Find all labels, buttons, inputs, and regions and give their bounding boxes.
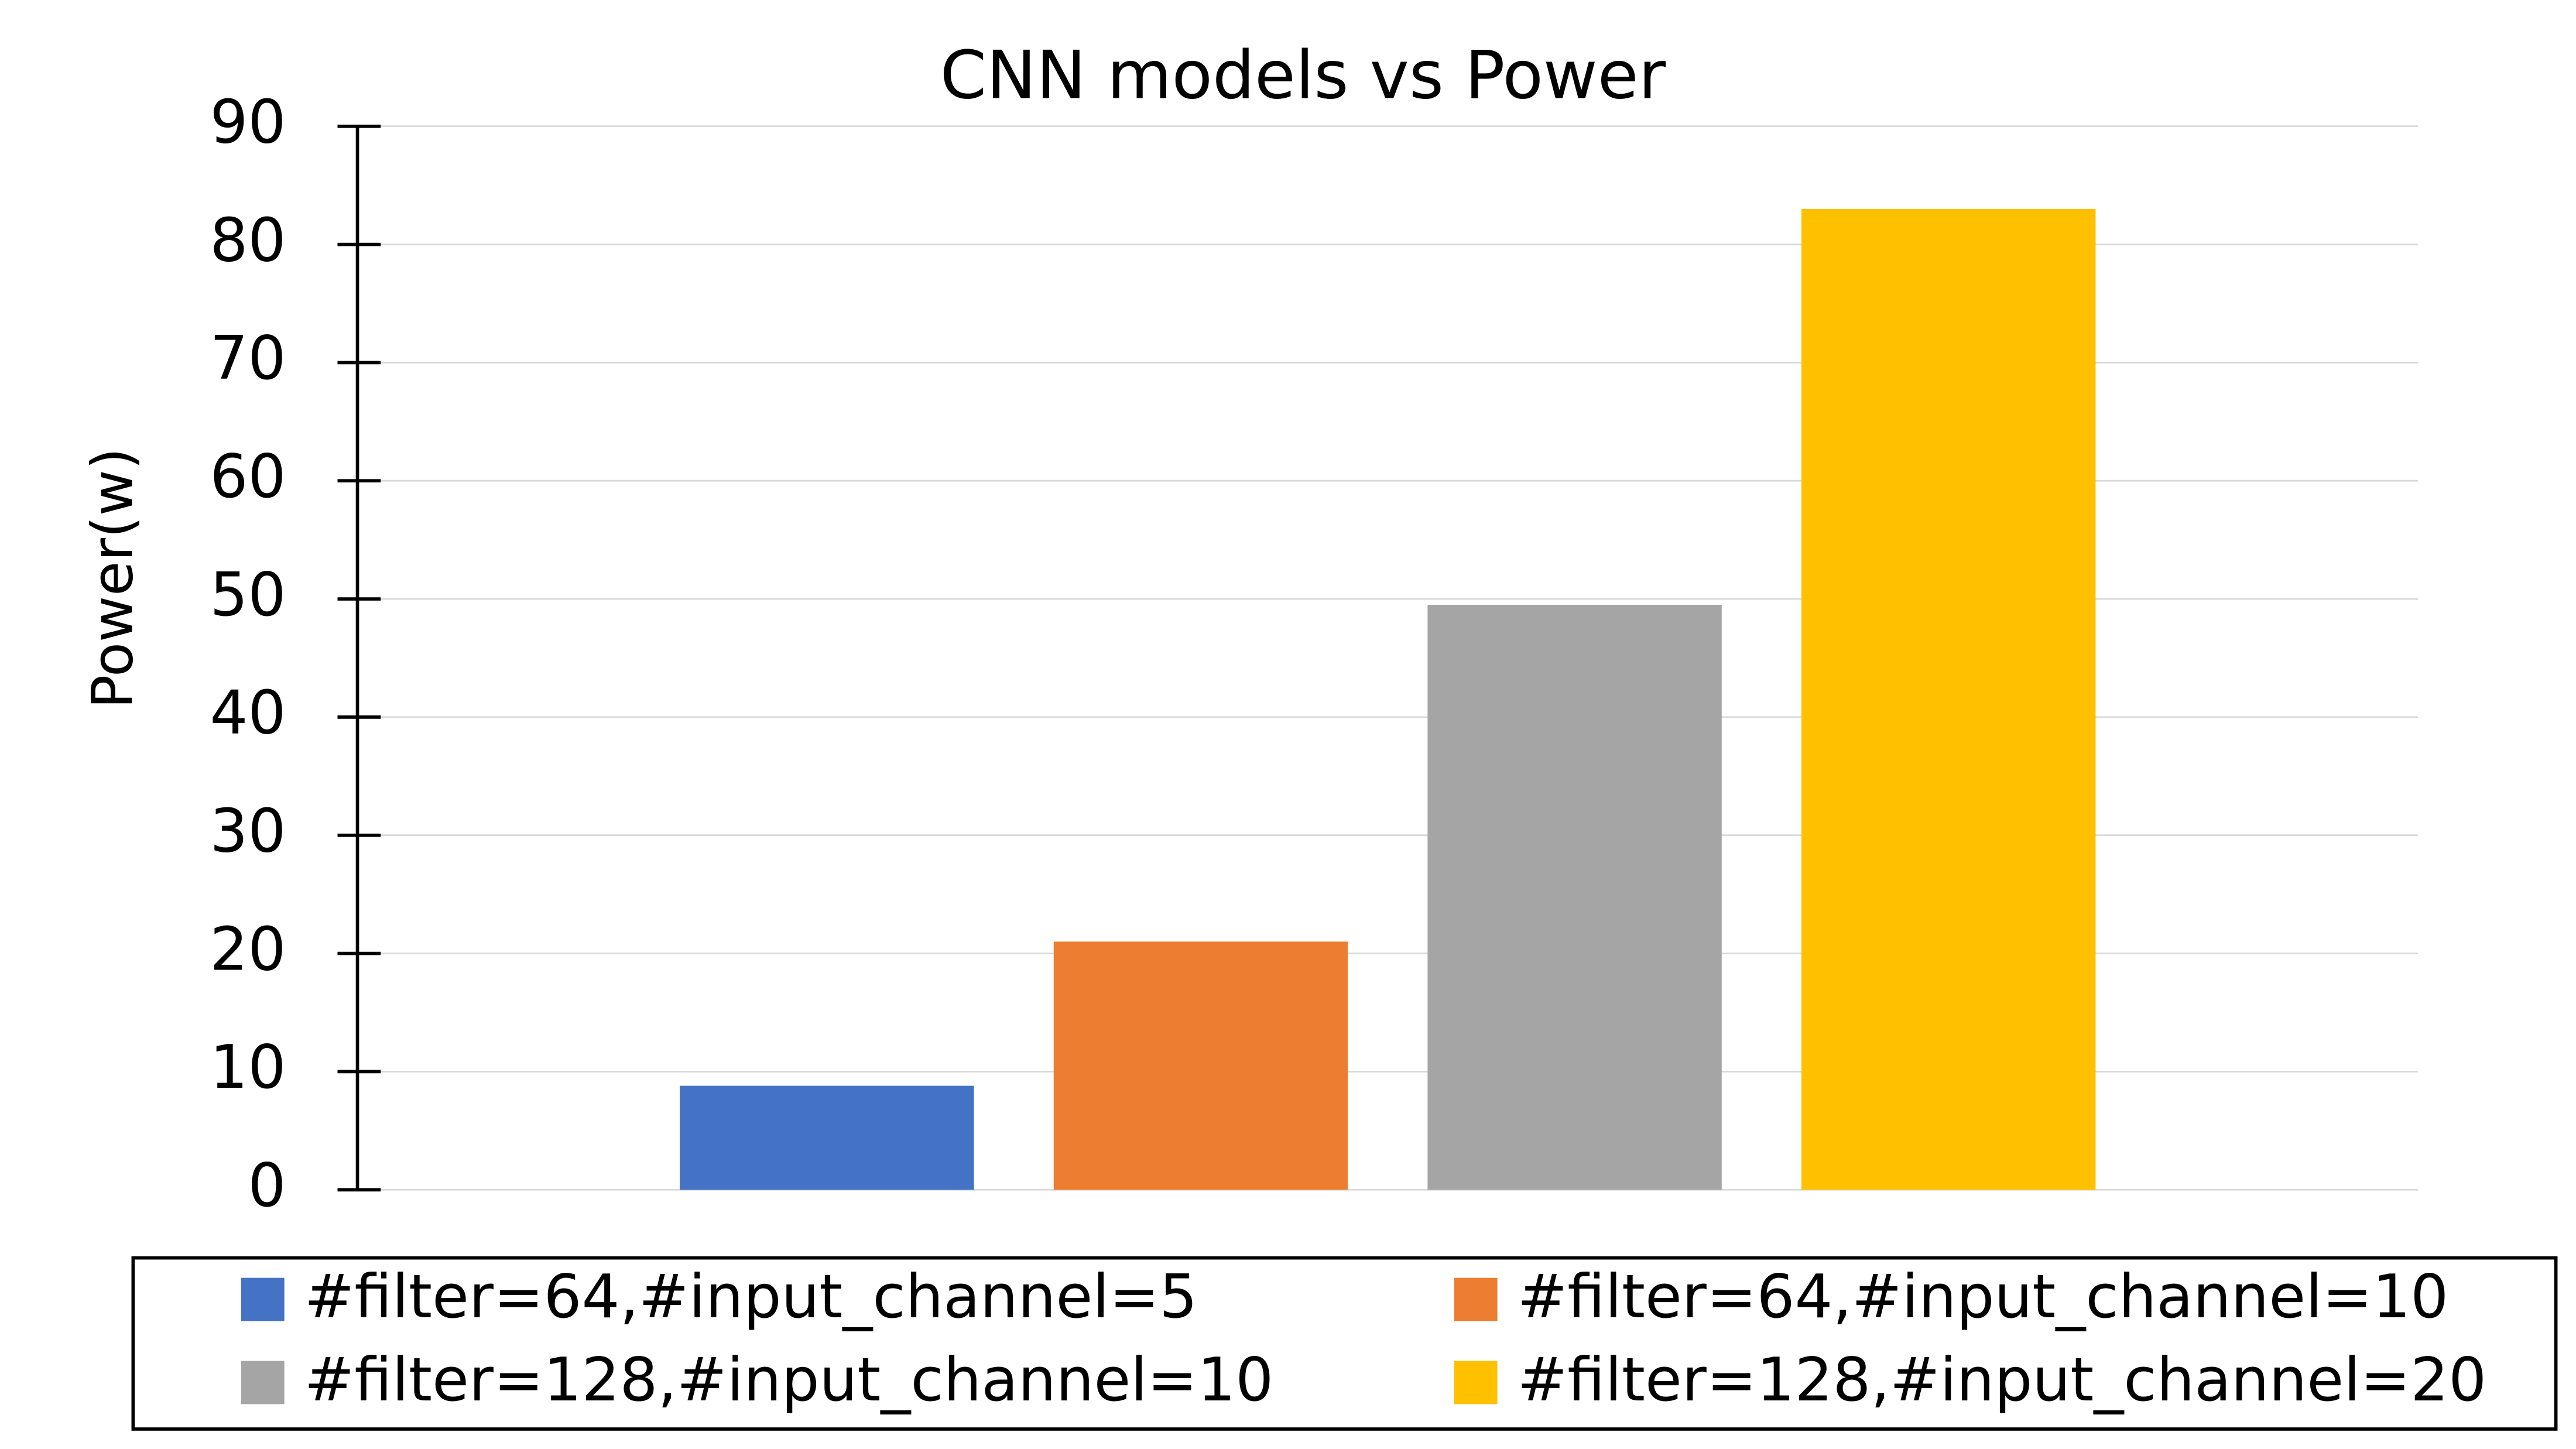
bar [680,1085,974,1190]
y-tick-label: 50 [210,560,286,630]
y-tick-label: 30 [210,797,286,866]
bar [1427,605,1722,1190]
y-tick-label: 70 [210,324,286,393]
y-tick-label: 40 [210,679,286,748]
y-tick-label: 0 [248,1151,286,1221]
bar [1053,941,1348,1190]
y-axis-label: Power(w) [79,448,145,709]
y-tick-label: 80 [210,205,286,275]
y-tick-label: 20 [210,914,286,984]
y-tick-label: 90 [210,88,286,157]
bar [1801,208,2096,1190]
legend-label: #filter=128,#input_channel=10 [304,1345,1274,1415]
legend-box [131,1256,2558,1431]
legend-label: #filter=128,#input_channel=20 [1517,1345,2487,1415]
chart-title: CNN models vs Power [940,36,1666,114]
legend-swatch [241,1361,285,1405]
legend-label: #filter=64,#input_channel=10 [1517,1262,2449,1332]
legend-swatch [241,1277,285,1321]
y-tick-label: 10 [210,1033,286,1102]
y-tick-label: 60 [210,442,286,512]
legend-swatch [1454,1361,1498,1405]
legend-swatch [1454,1277,1498,1321]
legend-label: #filter=64,#input_channel=5 [304,1262,1198,1332]
